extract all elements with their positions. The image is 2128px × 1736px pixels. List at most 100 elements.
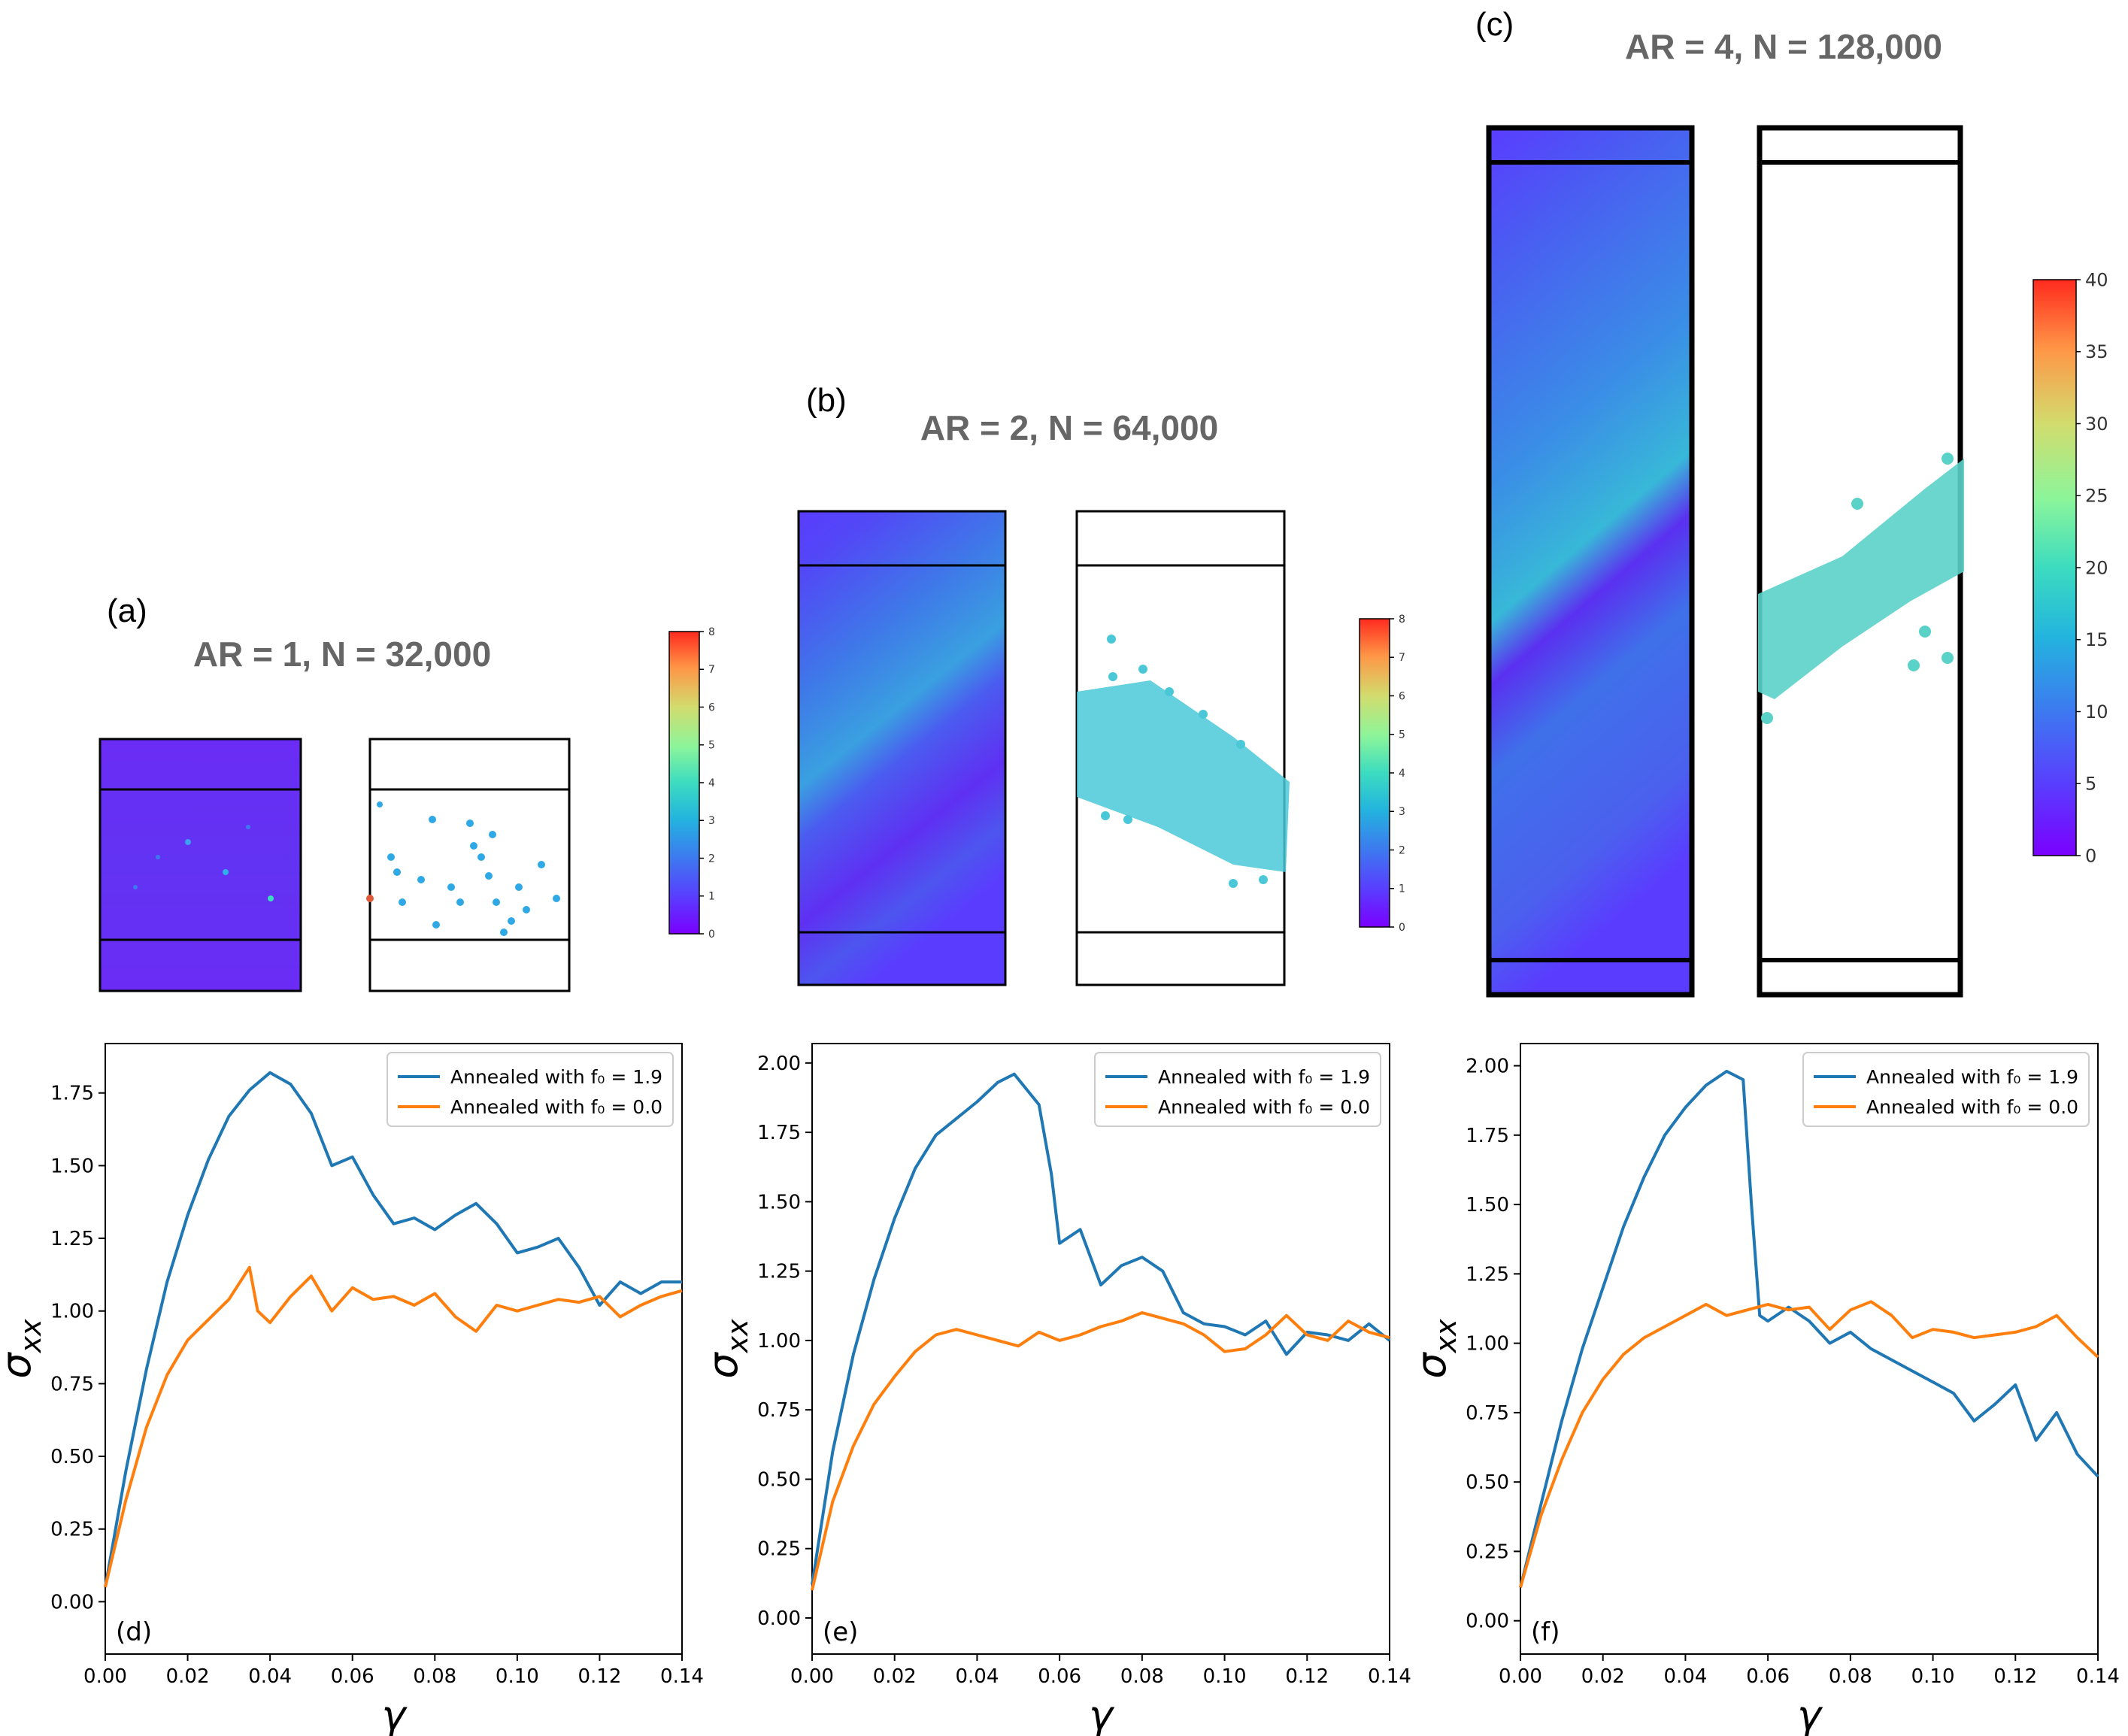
y-tick-label: 1.00 [1466, 1333, 1509, 1356]
y-tick-label: 0.25 [50, 1519, 94, 1541]
x-tick-label: 0.02 [166, 1665, 210, 1688]
colorbar-tick-label: 1 [1399, 883, 1405, 895]
colorbar-tick-label: 5 [708, 740, 715, 752]
x-tick-label: 0.14 [660, 1665, 704, 1688]
colorbar-tick-label: 10 [2085, 701, 2108, 723]
x-tick-label: 0.14 [2076, 1665, 2120, 1688]
legend-box [1094, 1052, 1381, 1127]
colorbar-tick-label: 30 [2085, 414, 2108, 435]
x-tick-label: 0.10 [1203, 1665, 1247, 1688]
x-tick-label: 0.02 [1581, 1665, 1625, 1688]
y-tick-label: 2.00 [1466, 1056, 1509, 1078]
x-tick-label: 0.04 [955, 1665, 999, 1688]
y-tick-label: 0.25 [757, 1538, 801, 1561]
chart-panel-label: (d) [116, 1617, 152, 1647]
plot-frame [811, 1043, 1390, 1655]
x-tick-label: 0.06 [1038, 1665, 1081, 1688]
colorbar-tick-label: 4 [1399, 768, 1405, 780]
chart-panel-label: (f) [1531, 1617, 1560, 1647]
series-line-0 [811, 1072, 1391, 1586]
colorbar-c: 0 5 10 15 20 25 30 35 40 [2033, 269, 2108, 866]
y-tick-label: 1.50 [1466, 1194, 1509, 1216]
y-tick-label: 1.75 [50, 1083, 94, 1105]
colorbar-tick-label: 6 [1399, 690, 1405, 702]
x-tick-label: 0.08 [1829, 1665, 1872, 1688]
y-tick-label: 0.50 [1466, 1471, 1509, 1494]
legend-label: Annealed with f₀ = 1.9 [1866, 1066, 2078, 1088]
snapshot-a-highlight [366, 738, 571, 992]
colorbar-tick-label: 7 [1399, 652, 1405, 664]
y-tick-label: 1.75 [757, 1122, 801, 1144]
series-line-1 [104, 1265, 683, 1588]
y-tick-label: 0.75 [1466, 1402, 1509, 1425]
colorbar-tick-label: 20 [2085, 557, 2108, 578]
legend-box [1802, 1052, 2090, 1127]
panel-label-a: (a) [107, 592, 147, 629]
series-line-0 [1519, 1069, 2099, 1588]
y-tick-label: 1.25 [1466, 1263, 1509, 1286]
colorbar-tick-label: 7 [708, 664, 715, 676]
colorbar-tick-label: 40 [2085, 269, 2108, 290]
x-tick-label: 0.14 [1368, 1665, 1411, 1688]
y-tick-label: 0.50 [50, 1446, 94, 1468]
snapshot-b-full [797, 510, 1007, 986]
x-tick-label: 0.10 [496, 1665, 539, 1688]
y-tick-label: 1.25 [50, 1228, 94, 1250]
chart-d: 0.00 0.02 0.04 0.06 0.08 0.10 0.12 0.14 0.00 0.25… [0, 1043, 704, 1736]
y-tick-label: 1.50 [757, 1191, 801, 1213]
colorbar-tick-label: 1 [708, 891, 715, 903]
x-tick-label: 0.00 [83, 1665, 127, 1688]
legend-label: Annealed with f₀ = 0.0 [450, 1096, 662, 1118]
panel-title-c: AR = 4, N = 128,000 [1625, 27, 1942, 66]
x-tick-label: 0.12 [1285, 1665, 1329, 1688]
y-tick-label: 1.50 [50, 1155, 94, 1177]
x-tick-label: 0.12 [577, 1665, 621, 1688]
chart-panel-label: (e) [823, 1617, 858, 1647]
plot-frame [1520, 1043, 2099, 1655]
snapshot-b-highlight [1075, 510, 1290, 986]
colorbar-tick-label: 6 [708, 701, 715, 713]
x-tick-label: 0.04 [1663, 1665, 1707, 1688]
snapshot-a-full [99, 738, 302, 992]
y-tick-label: 0.25 [1466, 1541, 1509, 1563]
y-tick-label: 2.00 [757, 1053, 801, 1075]
colorbar-tick-label: 3 [1399, 806, 1405, 818]
colorbar-tick-label: 35 [2085, 341, 2108, 362]
y-axis-label: σxx [1408, 1319, 1463, 1379]
colorbar-tick-label: 25 [2085, 486, 2108, 507]
series-line-1 [811, 1311, 1390, 1591]
colorbar-tick-label: 0 [2085, 845, 2096, 866]
colorbar-tick-label: 5 [1399, 729, 1405, 741]
panel-label-c: (c) [1475, 6, 1514, 43]
legend-label: Annealed with f₀ = 0.0 [1158, 1096, 1370, 1118]
x-tick-label: 0.08 [1120, 1665, 1164, 1688]
x-tick-label: 0.10 [1911, 1665, 1955, 1688]
x-tick-label: 0.12 [1993, 1665, 2037, 1688]
y-tick-label: 0.00 [50, 1591, 94, 1613]
legend-label: Annealed with f₀ = 1.9 [450, 1066, 662, 1088]
legend-label: Annealed with f₀ = 1.9 [1158, 1066, 1370, 1088]
x-tick-label: 0.00 [790, 1665, 834, 1688]
colorbar-tick-label: 15 [2085, 629, 2108, 650]
y-axis-label: σxx [699, 1319, 754, 1379]
snapshot-c-full [1486, 125, 1695, 998]
colorbar-tick-label: 8 [1399, 614, 1405, 626]
colorbar-tick-label: 4 [708, 777, 715, 789]
chart-e: 0.00 0.02 0.04 0.06 0.08 0.10 0.12 0.14 0.00 0.25… [699, 1043, 1411, 1736]
y-tick-label: 0.75 [50, 1373, 94, 1395]
colorbar-tick-label: 0 [1399, 922, 1405, 934]
y-tick-label: 1.00 [50, 1301, 94, 1323]
colorbar-tick-label: 5 [2085, 774, 2096, 795]
x-tick-label: 0.02 [873, 1665, 917, 1688]
colorbar-tick-label: 0 [708, 929, 715, 941]
y-tick-label: 0.00 [757, 1607, 801, 1630]
panel-title-a: AR = 1, N = 32,000 [192, 635, 492, 674]
x-tick-label: 0.06 [1746, 1665, 1790, 1688]
y-tick-label: 0.50 [757, 1468, 801, 1491]
colorbar-tick-label: 2 [708, 853, 715, 865]
y-tick-label: 0.75 [757, 1399, 801, 1422]
legend-label: Annealed with f₀ = 0.0 [1866, 1096, 2078, 1118]
snapshot-c-highlight [1757, 125, 1964, 998]
panel-label-b: (b) [806, 382, 847, 419]
